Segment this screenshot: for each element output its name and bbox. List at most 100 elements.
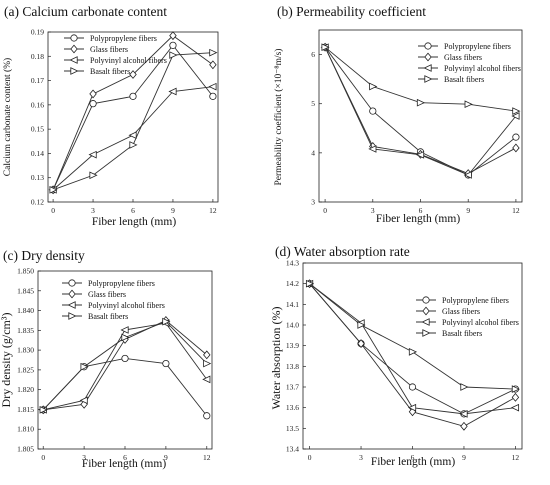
series-line — [42, 321, 208, 411]
series-4 — [305, 279, 520, 393]
chart-title: (d) Water absorption rate — [275, 244, 410, 259]
y-tick-label: 0.16 — [31, 100, 44, 109]
data-point — [203, 359, 212, 368]
y-tick-label: 13.9 — [286, 341, 299, 350]
legend-marker — [70, 67, 79, 75]
data-point — [169, 51, 178, 59]
y-tick-label: 13.7 — [286, 383, 299, 392]
y-tick-label: 14.0 — [286, 321, 299, 330]
legend-entry: Glass fibers — [90, 45, 128, 54]
data-point — [169, 31, 177, 41]
data-point — [321, 43, 330, 52]
series-3 — [320, 43, 520, 179]
y-tick-label: 1.810 — [17, 425, 34, 434]
legend-entry: Polyvinyl alcohol fibers — [444, 64, 521, 73]
y-tick-label: 5 — [311, 99, 315, 108]
data-point — [89, 171, 98, 180]
legend-entry: Basalt fibers — [90, 67, 130, 76]
x-axis-label: Fiber length (mm) — [82, 458, 166, 470]
legend-marker — [67, 301, 76, 309]
x-tick-label: 3 — [371, 206, 375, 215]
legend-entry: Basalt fibers — [88, 312, 128, 321]
legend-marker — [423, 64, 432, 72]
chart-panel-4: (d) Water absorption rate 13.4 13.5 13.6 13.… — [269, 244, 523, 468]
data-point — [79, 396, 88, 405]
y-tick-label: 13.5 — [286, 424, 299, 433]
data-point — [39, 406, 48, 414]
plot-frame — [318, 29, 523, 203]
data-point — [203, 350, 211, 360]
data-point — [511, 112, 520, 120]
chart-panel-1: (a) Calcium carbonate content 0.12 0.13 0.1… — [2, 4, 219, 228]
data-point — [369, 107, 377, 115]
x-tick-label: 0 — [41, 453, 45, 462]
y-tick-label: 14.1 — [286, 300, 299, 309]
legend-marker — [424, 42, 432, 50]
y-tick-label: 1.840 — [17, 306, 34, 315]
data-point — [416, 98, 426, 107]
legend-marker — [68, 312, 77, 320]
series-line — [43, 319, 208, 411]
x-tick-label: 12 — [512, 206, 520, 215]
series-line — [42, 357, 208, 417]
x-tick-label: 6 — [411, 453, 415, 462]
legend-entry: Polypropylene fibers — [442, 296, 509, 305]
y-tick-label: 0.13 — [31, 173, 44, 182]
y-tick-label: 1.830 — [17, 346, 34, 355]
legend-entry: Glass fibers — [442, 307, 480, 316]
data-point — [408, 348, 418, 356]
legend-marker — [422, 306, 430, 316]
data-point — [459, 410, 468, 418]
y-tick-label: 1.805 — [17, 445, 34, 454]
x-tick-label: 6 — [419, 206, 423, 215]
data-point — [460, 421, 468, 431]
data-point — [162, 317, 171, 326]
legend-marker — [422, 329, 431, 337]
x-tick-label: 12 — [512, 453, 520, 462]
y-tick-label: 14.3 — [286, 259, 299, 268]
legend-entry: Polyvinyl alcohol fibers — [90, 56, 167, 65]
y-tick-label: 14.2 — [286, 279, 299, 288]
y-axis-label: Dry density (g/cm³) — [0, 313, 13, 408]
legend-marker — [424, 75, 433, 83]
data-point — [407, 403, 417, 412]
y-tick-label: 1.850 — [17, 267, 34, 276]
data-point — [408, 383, 417, 391]
y-tick-label: 1.835 — [17, 326, 34, 335]
chart-panel-3: (c) Dry density 1.805 1.810 1.815 1.820 1.825… — [0, 248, 213, 470]
data-point — [168, 87, 177, 96]
legend-marker — [68, 289, 76, 299]
series-4 — [49, 48, 218, 194]
data-point — [202, 375, 211, 384]
data-point — [512, 143, 520, 153]
data-point — [88, 150, 97, 159]
legend: Polypropylene fibers Glass fibers Polyviny… — [416, 296, 519, 338]
series-4 — [39, 317, 212, 414]
data-point — [89, 89, 97, 99]
x-tick-label: 3 — [91, 206, 95, 215]
chart-title: (c) Dry density — [3, 248, 85, 263]
legend-marker — [70, 34, 78, 42]
series-1 — [39, 354, 211, 420]
y-tick-label: 1.825 — [17, 365, 34, 374]
y-axis-label: Water absorption (%) — [269, 307, 283, 410]
legend-entry: Polypropylene fibers — [90, 34, 157, 43]
data-point — [209, 60, 217, 70]
x-tick-label: 0 — [323, 206, 327, 215]
y-axis-label: Calcium carbonate content (%) — [2, 58, 13, 176]
data-point — [463, 171, 472, 179]
legend-marker — [422, 296, 430, 304]
x-tick-label: 9 — [171, 206, 175, 215]
plot-frame — [302, 262, 523, 450]
series-3 — [38, 319, 211, 414]
data-point — [121, 333, 130, 342]
x-tick-label: 0 — [51, 206, 55, 215]
data-point — [121, 354, 129, 363]
data-point — [511, 385, 520, 393]
legend-marker — [68, 279, 76, 287]
data-point — [203, 412, 211, 420]
data-point — [357, 339, 365, 349]
data-point — [209, 48, 218, 57]
y-tick-label: 4 — [311, 148, 315, 157]
